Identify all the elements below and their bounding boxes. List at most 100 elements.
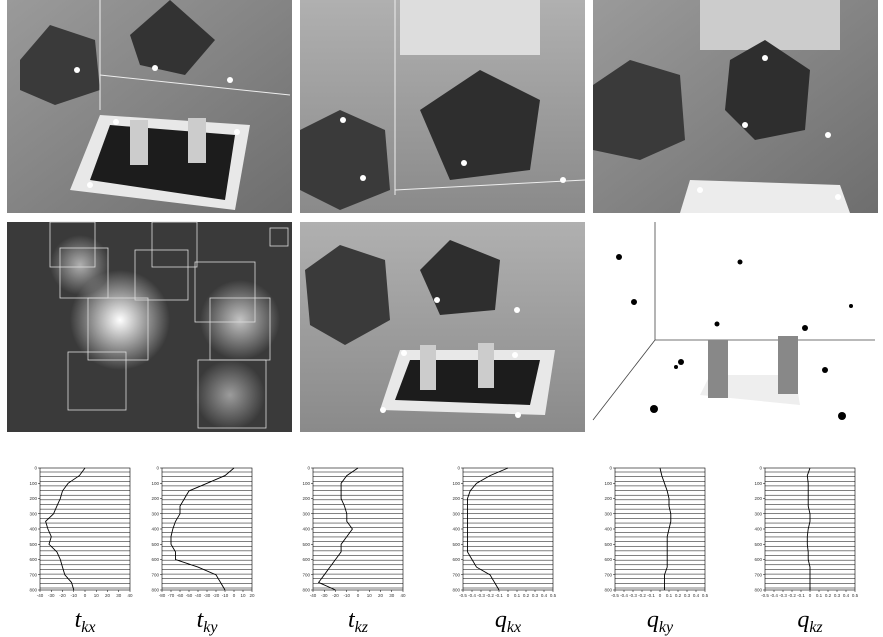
frame-tick-label: 600 [151,557,159,562]
value-tick-label: 30 [389,593,395,598]
frame-tick-label: 100 [604,481,612,486]
value-tick-label: 0.3 [684,593,691,598]
axis-label: qkx [495,607,521,636]
frame-tick-label: 100 [302,481,310,486]
value-tick-label: 0 [233,593,236,598]
frame-tick-label: 0 [34,466,37,471]
value-tick-label: 0.1 [514,593,521,598]
value-tick-label: -10 [222,593,229,598]
3d-plot [593,222,878,432]
axis-label-main: q [647,607,659,633]
value-tick-label: -30 [321,593,328,598]
value-tick-label: 0.4 [541,593,548,598]
value-tick-label: -70 [168,593,175,598]
frame-tick-label: 800 [302,588,310,593]
plot-frame [40,468,130,590]
value-tick-label: 0 [659,593,662,598]
frame-tick-label: 400 [604,527,612,532]
frame-tick-label: 400 [29,527,37,532]
photo-2 [300,0,585,213]
value-tick-label: 0.3 [532,593,539,598]
value-tick-label: 10 [94,593,100,598]
axis-label-sub: kz [809,619,823,636]
frame-tick-label: 700 [754,572,762,577]
axis-label-sub: kz [355,619,369,636]
value-tick-label: 20 [249,593,255,598]
axis-label-sub: ky [659,619,674,636]
frame-tick-label: 0 [609,466,612,471]
trace-plot: 0100200300400500600700800-0.5-0.4-0.3-0.… [754,466,858,637]
axis-label-main: q [495,607,507,633]
value-tick-label: -0.2 [486,593,494,598]
frame-tick-label: 600 [604,557,612,562]
frame-tick-label: 100 [452,481,460,486]
value-tick-label: -0.3 [477,593,485,598]
value-tick-label: -60 [177,593,184,598]
frame-tick-label: 100 [29,481,37,486]
axis-label-sub: ky [203,619,218,636]
plot-frame [162,468,252,590]
value-tick-label: -30 [204,593,211,598]
value-tick-label: 40 [127,593,133,598]
frame-tick-label: 500 [151,542,159,547]
frame-tick-label: 400 [452,527,460,532]
axis-label: qky [647,607,674,636]
plot-frame [463,468,553,590]
axis-label: tkz [348,607,369,636]
photo-1 [7,0,292,213]
frame-tick-label: 800 [452,588,460,593]
frame-tick-label: 700 [151,572,159,577]
trace-plot: 0100200300400500600700800-40-30-20-10010… [29,466,133,637]
frame-tick-label: 600 [29,557,37,562]
value-tick-label: -0.5 [459,593,467,598]
figure: 0100200300400500600700800-40-30-20-10010… [0,0,883,637]
plot-frame [615,468,705,590]
value-tick-label: 10 [240,593,246,598]
frame-tick-label: 700 [452,572,460,577]
frame-tick-label: 300 [151,511,159,516]
value-tick-label: -0.2 [638,593,646,598]
value-tick-label: 0.5 [550,593,557,598]
value-tick-label: -0.3 [629,593,637,598]
value-tick-label: 20 [378,593,384,598]
value-tick-label: -30 [48,593,55,598]
frame-tick-label: 600 [452,557,460,562]
frame-tick-label: 800 [151,588,159,593]
value-tick-label: -0.4 [468,593,476,598]
frame-tick-label: 400 [754,527,762,532]
frame-tick-label: 0 [759,466,762,471]
frame-tick-label: 300 [302,511,310,516]
value-tick-label: 0 [357,593,360,598]
value-tick-label: -80 [159,593,166,598]
trace-plot: 0100200300400500600700800-0.5-0.4-0.3-0.… [452,466,556,637]
frame-tick-label: 200 [29,496,37,501]
frame-tick-label: 800 [754,588,762,593]
value-tick-label: 30 [116,593,122,598]
value-tick-label: 0.5 [702,593,709,598]
frame-tick-label: 500 [302,542,310,547]
frame-tick-label: 200 [452,496,460,501]
axis-label: qkz [797,607,823,636]
photo-3 [593,0,878,213]
value-tick-label: 20 [105,593,111,598]
value-tick-label: -40 [310,593,317,598]
value-tick-label: -10 [343,593,350,598]
frame-tick-label: 600 [302,557,310,562]
value-tick-label: 40 [400,593,406,598]
frame-tick-label: 500 [29,542,37,547]
value-tick-label: -10 [70,593,77,598]
photo-5 [300,222,585,432]
frame-tick-label: 800 [604,588,612,593]
frame-tick-label: 800 [29,588,37,593]
value-tick-label: -0.5 [761,593,769,598]
frame-tick-label: 0 [457,466,460,471]
frame-tick-label: 500 [452,542,460,547]
value-tick-label: 0 [809,593,812,598]
value-tick-label: 0.1 [816,593,823,598]
frame-tick-label: 200 [302,496,310,501]
value-tick-label: 0.1 [666,593,673,598]
frame-tick-label: 600 [754,557,762,562]
frame-tick-label: 0 [156,466,159,471]
trace-plot: 0100200300400500600700800-0.5-0.4-0.3-0.… [604,466,708,637]
